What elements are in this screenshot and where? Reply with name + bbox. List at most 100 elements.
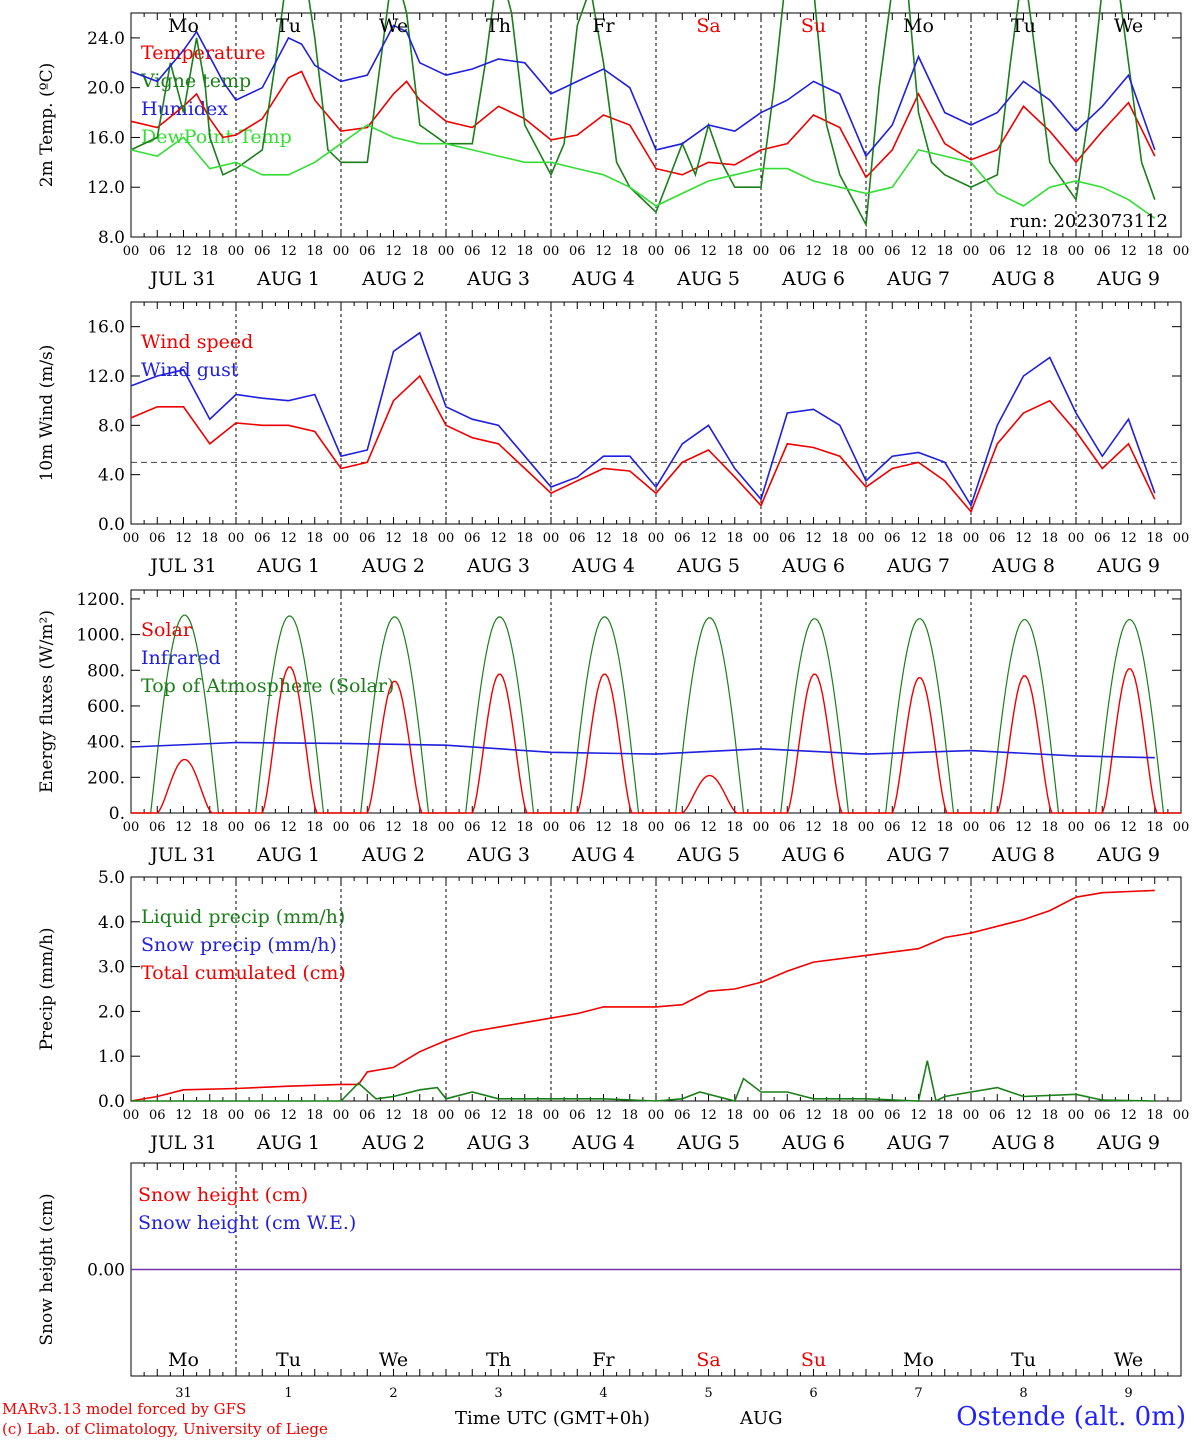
- series-line: [130, 124, 1156, 219]
- y-tick-label: 4.0: [98, 466, 125, 486]
- y-tick-label: 16.0: [87, 128, 125, 148]
- y-tick-label: 1000.: [76, 626, 125, 646]
- hour-tick-label: 00: [648, 1108, 665, 1123]
- hour-tick-label: 06: [674, 531, 691, 546]
- hour-tick-label: 00: [228, 1108, 245, 1123]
- hour-tick-label: 18: [621, 820, 638, 835]
- y-tick-label: 20.0: [87, 79, 125, 99]
- hour-tick-label: 06: [779, 1108, 796, 1123]
- y-axis-label: 2m Temp. (ºC): [37, 63, 57, 188]
- hour-tick-label: 18: [936, 820, 953, 835]
- hour-tick-label: 18: [831, 820, 848, 835]
- hour-tick-label: 00: [963, 531, 980, 546]
- date-label: AUG 1: [256, 844, 320, 866]
- hour-tick-label: 12: [490, 531, 507, 546]
- hour-tick-label: 12: [595, 820, 612, 835]
- date-label: AUG 2: [361, 555, 425, 577]
- date-label: AUG 3: [466, 268, 530, 290]
- hour-tick-label: 00: [333, 1108, 350, 1123]
- hour-tick-label: 18: [936, 1108, 953, 1123]
- hour-tick-label: 18: [516, 531, 533, 546]
- hour-tick-label: 12: [1120, 820, 1137, 835]
- weekday-label: Sa: [696, 1349, 720, 1371]
- date-label: AUG 5: [676, 1132, 740, 1154]
- weekday-label: Th: [486, 15, 511, 37]
- hour-tick-label: 18: [726, 1108, 743, 1123]
- solar-curve: [1076, 668, 1181, 814]
- hour-tick-label: 12: [280, 820, 297, 835]
- hour-tick-label: 06: [884, 1108, 901, 1123]
- date-label: AUG 4: [571, 1132, 635, 1154]
- hour-tick-label: 12: [385, 244, 402, 259]
- legend-entry: Liquid precip (mm/h): [141, 906, 345, 928]
- date-label: AUG 4: [571, 555, 635, 577]
- hour-tick-label: 00: [228, 531, 245, 546]
- hour-tick-label: 06: [149, 820, 166, 835]
- hour-tick-label: 00: [228, 820, 245, 835]
- weekday-label: Tu: [1011, 1349, 1036, 1371]
- hour-tick-label: 00: [333, 820, 350, 835]
- solar-curve: [866, 677, 971, 814]
- date-label: AUG 2: [361, 844, 425, 866]
- hour-tick-label: 18: [1041, 1108, 1058, 1123]
- y-tick-label: 800.: [87, 661, 125, 681]
- hour-tick-label: 18: [831, 531, 848, 546]
- hour-tick-label: 12: [805, 244, 822, 259]
- date-label: AUG 8: [991, 268, 1055, 290]
- hour-tick-label: 18: [726, 531, 743, 546]
- legend-entry: Infrared: [141, 647, 221, 669]
- weekday-label: We: [379, 1349, 408, 1371]
- weekday-label: Mo: [903, 1349, 934, 1371]
- weekday-label: Mo: [903, 15, 934, 37]
- hour-tick-label: 06: [989, 531, 1006, 546]
- weekday-label: Tu: [1011, 15, 1036, 37]
- date-label: AUG 8: [991, 1132, 1055, 1154]
- y-tick-label: 0.00: [87, 1261, 125, 1281]
- weekday-label: Tu: [276, 15, 301, 37]
- hour-tick-label: 06: [674, 1108, 691, 1123]
- hour-tick-label: 00: [753, 1108, 770, 1123]
- hour-tick-label: 06: [254, 1108, 271, 1123]
- date-label: AUG 7: [886, 555, 950, 577]
- hour-tick-label: 12: [175, 244, 192, 259]
- date-label: AUG 7: [886, 844, 950, 866]
- date-label: AUG 6: [781, 268, 845, 290]
- series-line: [130, 889, 1155, 1102]
- legend-entry: Wind speed: [141, 331, 253, 353]
- date-label: AUG 9: [1096, 1132, 1160, 1154]
- hour-tick-label: 18: [411, 1108, 428, 1123]
- date-label: AUG 6: [781, 1132, 845, 1154]
- hour-tick-label: 12: [175, 820, 192, 835]
- y-tick-label: 16.0: [87, 318, 125, 338]
- hour-tick-label: 00: [753, 244, 770, 259]
- hour-tick-label: 18: [306, 820, 323, 835]
- hour-tick-label: 18: [201, 244, 218, 259]
- hour-tick-label: 18: [306, 531, 323, 546]
- hour-tick-label: 00: [648, 820, 665, 835]
- hour-tick-label: 18: [621, 1108, 638, 1123]
- y-tick-label: 5.0: [98, 868, 125, 888]
- solar-curve: [761, 673, 866, 814]
- hour-tick-label: 00: [1173, 531, 1190, 546]
- date-label: AUG 3: [466, 1132, 530, 1154]
- weekday-label: Su: [801, 1349, 826, 1371]
- hour-tick-label: 12: [490, 244, 507, 259]
- toa-solar-curve: [656, 617, 761, 814]
- hour-tick-label: 00: [123, 531, 140, 546]
- hour-tick-label: 06: [569, 531, 586, 546]
- y-tick-label: 2.0: [98, 1002, 125, 1022]
- weekday-label: Fr: [592, 1349, 615, 1371]
- hour-tick-label: 00: [333, 531, 350, 546]
- y-tick-label: 24.0: [87, 29, 125, 49]
- hour-tick-label: 18: [201, 820, 218, 835]
- hour-tick-label: 06: [1094, 820, 1111, 835]
- solar-curve: [131, 758, 236, 814]
- hour-tick-label: 12: [385, 1108, 402, 1123]
- weekday-label: We: [1114, 15, 1143, 37]
- toa-solar-curve: [446, 616, 551, 814]
- day-number-label: 31: [175, 1386, 192, 1401]
- hour-tick-label: 18: [831, 244, 848, 259]
- hour-tick-label: 00: [123, 244, 140, 259]
- toa-solar-curve: [131, 614, 236, 814]
